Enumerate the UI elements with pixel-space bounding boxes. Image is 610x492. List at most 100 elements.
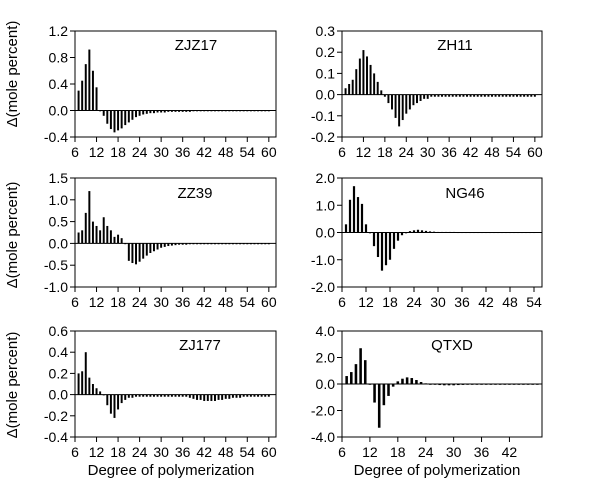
bar xyxy=(480,94,483,97)
bar xyxy=(192,243,195,245)
y-tick-label: 0.2 xyxy=(49,365,69,381)
bar xyxy=(447,384,451,386)
bar xyxy=(77,90,80,111)
bar xyxy=(174,394,177,397)
bar xyxy=(131,243,134,264)
bar xyxy=(457,384,460,386)
bar xyxy=(472,232,476,234)
bar xyxy=(487,94,490,97)
bar xyxy=(221,243,224,245)
bar xyxy=(380,90,383,95)
y-tick-label: -2.0 xyxy=(311,403,335,419)
panel-title: ZJ177 xyxy=(179,337,221,354)
bar xyxy=(95,87,98,111)
bar xyxy=(192,110,195,112)
x-tick-label: 48 xyxy=(502,294,518,310)
bar xyxy=(228,243,231,245)
x-tick-label: 24 xyxy=(398,144,414,160)
bar xyxy=(505,94,508,97)
panel-title: ZZ39 xyxy=(177,185,212,202)
y-tick-label: 0.0 xyxy=(316,225,336,241)
x-tick-label: 36 xyxy=(441,144,457,160)
bar xyxy=(95,225,98,244)
y-tick-label: -4.0 xyxy=(311,429,335,445)
x-tick-label: 12 xyxy=(89,444,105,460)
bar xyxy=(149,110,152,114)
bar xyxy=(344,224,348,233)
bar xyxy=(260,394,263,397)
bar xyxy=(408,231,412,233)
bar xyxy=(444,94,447,97)
bar xyxy=(181,243,184,245)
bar xyxy=(408,94,411,110)
panel-title: ZJZ17 xyxy=(175,37,218,54)
x-tick-label: 30 xyxy=(446,444,462,460)
x-tick-label: 54 xyxy=(239,444,255,460)
bar xyxy=(145,394,148,397)
bar xyxy=(366,56,368,95)
bar xyxy=(448,231,452,233)
bar xyxy=(163,110,166,113)
bar xyxy=(391,384,395,387)
bar xyxy=(531,384,534,385)
bar xyxy=(448,94,451,97)
bar xyxy=(456,232,460,234)
bar xyxy=(249,394,252,397)
bar xyxy=(156,110,159,113)
bar xyxy=(528,232,532,234)
bar xyxy=(170,110,173,112)
bar xyxy=(416,94,418,104)
bar xyxy=(401,378,404,384)
bar xyxy=(206,394,209,401)
x-tick-label: 6 xyxy=(71,294,79,310)
bar xyxy=(526,94,529,97)
bar xyxy=(264,394,267,397)
bar xyxy=(512,232,516,234)
x-tick-label: 18 xyxy=(390,444,406,460)
bar xyxy=(484,384,488,385)
x-tick-label: 6 xyxy=(71,144,79,160)
bar xyxy=(217,394,220,400)
bar xyxy=(496,232,500,234)
bar xyxy=(492,232,496,234)
bar xyxy=(380,232,384,271)
y-tick-label: -0.1 xyxy=(311,108,335,124)
x-tick-label: 12 xyxy=(89,294,105,310)
bar xyxy=(473,94,476,97)
bar xyxy=(267,243,270,245)
bar xyxy=(428,231,432,233)
x-tick-label: 6 xyxy=(338,144,346,160)
bar xyxy=(120,238,123,244)
bar xyxy=(142,243,145,259)
bar xyxy=(249,110,252,112)
bar xyxy=(192,394,195,399)
bar xyxy=(491,94,493,97)
panel-title: QTXD xyxy=(431,337,473,354)
bar xyxy=(419,382,423,384)
y-tick-label: -2.0 xyxy=(311,279,335,295)
bar xyxy=(239,243,242,245)
bar xyxy=(384,232,388,266)
x-tick-label: 42 xyxy=(463,144,479,160)
bar xyxy=(181,110,184,112)
x-tick-label: 12 xyxy=(356,144,372,160)
x-tick-label: 36 xyxy=(474,444,490,460)
bar xyxy=(185,110,188,112)
bar xyxy=(396,381,400,384)
bar xyxy=(84,212,87,244)
bar xyxy=(383,94,386,97)
bar xyxy=(382,384,386,406)
x-tick-label: 48 xyxy=(484,144,500,160)
bar xyxy=(401,94,404,121)
x-tick-label: 60 xyxy=(261,444,277,460)
bar xyxy=(178,243,181,245)
bar xyxy=(523,94,526,97)
plot-frame xyxy=(74,177,277,288)
bar xyxy=(483,94,486,97)
bar xyxy=(88,191,91,244)
bar xyxy=(242,394,245,397)
bar xyxy=(239,394,242,398)
bar xyxy=(526,384,530,385)
bar xyxy=(489,384,493,385)
